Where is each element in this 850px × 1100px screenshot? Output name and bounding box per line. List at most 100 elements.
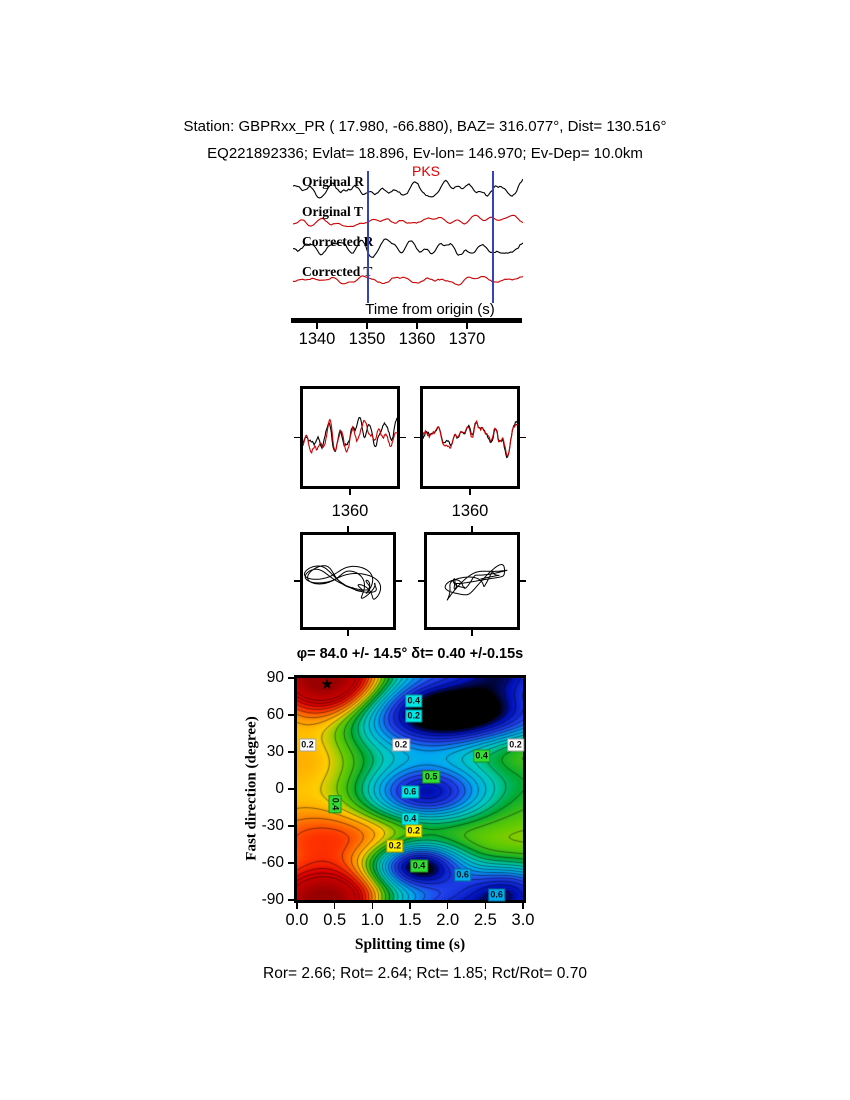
contour-label-chip: 0.6 — [487, 888, 506, 902]
waveform-xaxis-line — [291, 318, 522, 323]
fastdir-tick-label: 30 — [266, 743, 284, 760]
contour-title: φ= 84.0 +/- 14.5° δt= 0.40 +/-0.15s — [296, 646, 524, 662]
analysis-window-line — [367, 171, 369, 303]
time-axis-tick — [466, 322, 468, 329]
splittime-axis-tick — [522, 903, 524, 909]
contour-label-chip: 0.4 — [472, 749, 491, 763]
trace-label-original-t: Original T — [302, 204, 363, 219]
phase-label: PKS — [412, 163, 441, 179]
splittime-tick-label: 3.0 — [511, 911, 535, 929]
contour-label-chip: 0.6 — [453, 868, 472, 882]
contour-label-chip: 0.2 — [405, 824, 423, 838]
time-axis-tick-label: 1360 — [398, 330, 436, 348]
trace-path — [293, 214, 523, 228]
zoom-corrected-tick-label: 1360 — [451, 502, 489, 520]
pm-tick — [471, 526, 473, 532]
pm-tick — [347, 526, 349, 532]
contour-xlabel: Splitting time (s) — [354, 936, 466, 953]
splittime-axis-tick — [333, 903, 336, 909]
fastdir-tick-label: 90 — [266, 669, 284, 686]
particle-motion-corrected-plot — [444, 564, 508, 601]
fastdir-axis-tick — [288, 825, 294, 827]
fastdir-axis-tick — [288, 751, 294, 753]
trace-path — [422, 419, 518, 457]
trace-label-corrected-r: Corrected R — [302, 234, 374, 249]
trace-path — [293, 238, 523, 258]
trace-label-original-r: Original R — [302, 174, 364, 189]
quality-stats: Ror= 2.66; Rot= 2.64; Rct= 1.85; Rct/Rot… — [263, 965, 587, 982]
contour-label-chip: 0.2 — [392, 738, 410, 752]
zoom-corrected-traces — [422, 419, 518, 459]
contour-label-chip: 0.6 — [401, 785, 419, 798]
fastdir-tick-label: 0 — [275, 780, 284, 797]
time-axis-tick — [366, 322, 368, 329]
best-fit-star: ★ — [320, 676, 334, 694]
splittime-tick-label: 0.5 — [323, 911, 347, 929]
splittime-tick-label: 2.5 — [473, 911, 497, 929]
event-header: EQ221892336; Evlat= 18.896, Ev-lon= 146.… — [207, 145, 643, 162]
splittime-tick-label: 0.0 — [285, 911, 309, 929]
waveform-traces-plot — [293, 178, 523, 286]
pm-tick — [520, 580, 526, 582]
pm-tick — [418, 580, 424, 582]
fastdir-tick-label: -90 — [261, 891, 284, 908]
zoom-side-tick — [520, 436, 526, 439]
trace-path — [302, 418, 398, 455]
zoom-axis-tick — [349, 489, 351, 495]
pm-tick — [396, 580, 402, 582]
time-axis-tick-label: 1370 — [448, 330, 486, 348]
waveform-xaxis-label: Time from origin (s) — [365, 301, 495, 318]
splittime-tick-label: 2.0 — [436, 911, 460, 929]
trace-path — [444, 564, 508, 601]
zoom-side-tick — [294, 436, 300, 439]
time-axis-tick — [316, 322, 318, 329]
zoom-side-tick — [414, 436, 420, 439]
trace-label-corrected-t: Corrected T — [302, 264, 373, 279]
trace-path — [302, 416, 398, 453]
contour-label-chip: 0.4 — [328, 795, 342, 813]
zoom-window-original-box — [300, 386, 400, 489]
contour-label-chip: 0.2 — [405, 709, 423, 723]
contour-label-chip: 0.4 — [401, 812, 419, 826]
contour-label-chip: 0.2 — [386, 839, 404, 853]
fastdir-tick-label: -30 — [261, 817, 284, 834]
zoom-window-corrected-box — [420, 386, 520, 489]
fastdir-axis-tick — [288, 899, 294, 901]
splittime-tick-label: 1.0 — [360, 911, 384, 929]
zoom-axis-tick — [469, 489, 471, 495]
fastdir-axis-tick — [288, 862, 294, 864]
trace-path — [303, 565, 382, 600]
fastdir-tick-label: 60 — [266, 706, 284, 723]
pm-tick — [294, 580, 300, 582]
contour-label-chip: 0.4 — [405, 694, 423, 708]
contour-label-chip: 0.2 — [298, 738, 317, 752]
particle-motion-original-plot — [303, 565, 382, 600]
splittime-tick-label: 1.5 — [398, 911, 422, 929]
station-header: Station: GBPRxx_PR ( 17.980, -66.880), B… — [183, 118, 667, 135]
pm-tick — [347, 630, 349, 636]
time-axis-tick-label: 1340 — [298, 330, 336, 348]
splittime-axis-tick — [296, 903, 298, 909]
pm-tick — [471, 630, 473, 636]
contour-label-chip: 0.5 — [422, 770, 440, 784]
splittime-axis-tick — [409, 903, 411, 909]
fastdir-axis-tick — [288, 788, 294, 790]
contour-label-chip: 0.2 — [506, 738, 525, 752]
time-axis-tick-label: 1350 — [348, 330, 386, 348]
splittime-axis-tick — [446, 903, 449, 909]
analysis-window-line — [492, 171, 494, 303]
particle-motion-corrected-box — [424, 532, 520, 630]
fastdir-tick-label: -60 — [261, 854, 284, 871]
splittime-axis-tick — [371, 903, 374, 909]
contour-label-chip: 0.4 — [410, 859, 428, 872]
particle-motion-original-box — [300, 532, 396, 630]
time-axis-tick — [416, 322, 418, 329]
splittime-axis-tick — [484, 903, 487, 909]
trace-path — [293, 275, 523, 286]
zoom-side-tick — [400, 436, 406, 439]
fastdir-axis-tick — [288, 714, 294, 716]
fastdir-axis-tick — [288, 677, 294, 679]
trace-path — [293, 178, 523, 199]
contour-frame — [294, 675, 526, 903]
